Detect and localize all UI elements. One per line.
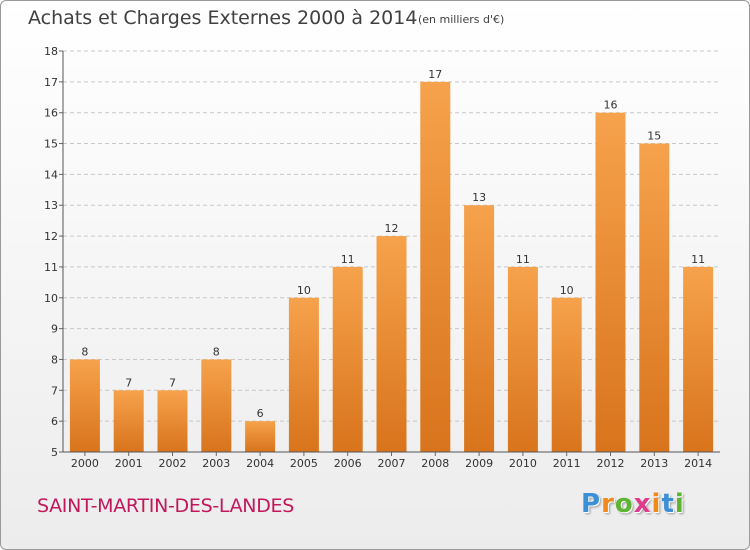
bar-value-label: 17 — [428, 68, 442, 81]
bar — [288, 297, 319, 452]
x-tick-label: 2014 — [684, 457, 712, 470]
bar — [551, 297, 582, 452]
logo-letter: o — [614, 489, 634, 519]
x-tick-label: 2005 — [290, 457, 318, 470]
bar-value-label: 8 — [213, 345, 220, 358]
x-tick-label: 2007 — [378, 457, 406, 470]
y-tick-label: 17 — [44, 76, 58, 89]
bar-value-label: 10 — [560, 284, 574, 297]
y-tick-label: 12 — [44, 230, 58, 243]
bar — [201, 359, 232, 452]
x-tick-label: 2002 — [159, 457, 187, 470]
bar — [69, 359, 100, 452]
bar-value-label: 12 — [385, 222, 399, 235]
x-tick-label: 2006 — [334, 457, 362, 470]
bar-value-label: 16 — [604, 99, 618, 112]
bar — [464, 205, 495, 452]
bar-value-label: 7 — [125, 376, 132, 389]
bar — [507, 266, 538, 452]
y-tick-label: 7 — [51, 384, 58, 397]
logo-letter: t — [661, 489, 675, 519]
bar-value-label: 7 — [169, 376, 176, 389]
y-tick-label: 16 — [44, 107, 58, 120]
y-tick-label: 5 — [51, 446, 58, 459]
bar — [376, 236, 407, 452]
bar-value-label: 11 — [691, 253, 705, 266]
x-tick-label: 2004 — [246, 457, 274, 470]
bar-value-label: 6 — [257, 407, 264, 420]
bar-value-label: 8 — [81, 345, 88, 358]
bar — [113, 390, 144, 452]
bar-value-label: 13 — [472, 191, 486, 204]
logo-letter: x — [633, 489, 652, 519]
x-tick-label: 2009 — [465, 457, 493, 470]
y-tick-label: 9 — [51, 323, 58, 336]
bar-value-label: 11 — [341, 253, 355, 266]
chart-title: Achats et Charges Externes 2000 à 2014 — [28, 7, 418, 29]
bar-value-label: 10 — [297, 284, 311, 297]
commune-name: SAINT-MARTIN-DES-LANDES — [37, 495, 295, 517]
logo-letter: r — [601, 489, 615, 519]
bar — [245, 421, 276, 452]
x-tick-label: 2010 — [509, 457, 537, 470]
x-tick-label: 2012 — [597, 457, 625, 470]
y-tick-label: 18 — [44, 45, 58, 58]
proxiti-logo[interactable]: Proxiti — [581, 489, 685, 519]
bar — [157, 390, 188, 452]
y-tick-label: 13 — [44, 199, 58, 212]
bars: 8 7 7 8 6 10 11 12 17 13 11 10 16 15 11 — [69, 68, 714, 453]
y-tick-label: 6 — [51, 415, 58, 428]
y-tick-label: 11 — [44, 261, 58, 274]
logo-letter: i — [674, 489, 685, 519]
y-tick-label: 8 — [51, 353, 58, 366]
x-tick-label: 2000 — [71, 457, 99, 470]
y-tick-label: 15 — [44, 138, 58, 151]
bar — [332, 266, 363, 452]
y-axis: 5 6 7 8 9 10 11 12 13 14 15 16 17 18 — [44, 45, 64, 459]
y-tick-label: 14 — [44, 168, 58, 181]
x-tick-label: 2001 — [115, 457, 143, 470]
bar — [420, 81, 451, 452]
bar — [639, 143, 670, 453]
x-axis: 2000 2001 2002 2003 2004 2005 2006 2007 2008 2009… — [63, 451, 720, 470]
x-tick-label: 2011 — [553, 457, 581, 470]
x-tick-label: 2013 — [640, 457, 668, 470]
logo-letter: i — [651, 489, 662, 519]
bar — [683, 266, 714, 452]
x-tick-label: 2003 — [202, 457, 230, 470]
bar-value-label: 11 — [516, 253, 530, 266]
y-tick-label: 10 — [44, 292, 58, 305]
bar — [595, 112, 626, 452]
logo-letter: P — [581, 489, 602, 519]
bar-value-label: 15 — [647, 130, 661, 143]
x-tick-label: 2008 — [421, 457, 449, 470]
chart-unit: (en milliers d'€) — [418, 13, 505, 26]
